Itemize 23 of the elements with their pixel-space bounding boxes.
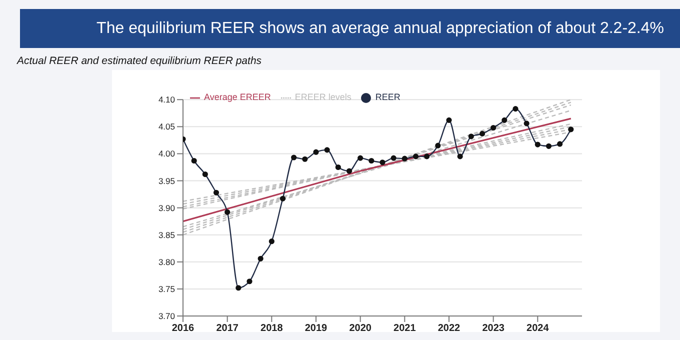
x-tick-label: 2022: [438, 323, 461, 334]
chart-subtitle: Actual REER and estimated equilibrium REER paths: [17, 55, 262, 67]
y-tick-label: 4.05: [158, 122, 176, 132]
y-tick-label: 3.70: [158, 311, 176, 322]
chart-title: The equilibrium REER shows an average annual appreciation of about 2.2-2.4%: [96, 20, 664, 38]
y-tick-label: 3.75: [158, 284, 176, 294]
y-tick-label: 4.10: [158, 94, 176, 105]
x-tick-label: 2021: [394, 323, 416, 334]
x-tick-label: 2019: [304, 323, 328, 334]
x-tick-label: 2024: [526, 323, 550, 334]
x-tick-label: 2016: [172, 323, 195, 334]
legend-label: Average EREER: [204, 92, 271, 102]
y-tick-label: 3.90: [158, 202, 176, 213]
x-tick-label: 2020: [349, 323, 372, 334]
legend-label: EREER levels: [294, 92, 352, 102]
y-tick-label: 4.00: [158, 148, 176, 159]
y-tick-label: 3.80: [158, 256, 176, 267]
x-tick-label: 2017: [216, 323, 239, 334]
legend-label: REER: [375, 92, 400, 102]
y-tick-label: 3.85: [158, 230, 176, 240]
x-tick-label: 2023: [482, 323, 505, 334]
y-tick-label: 3.95: [158, 176, 176, 186]
x-tick-label: 2018: [260, 323, 284, 334]
